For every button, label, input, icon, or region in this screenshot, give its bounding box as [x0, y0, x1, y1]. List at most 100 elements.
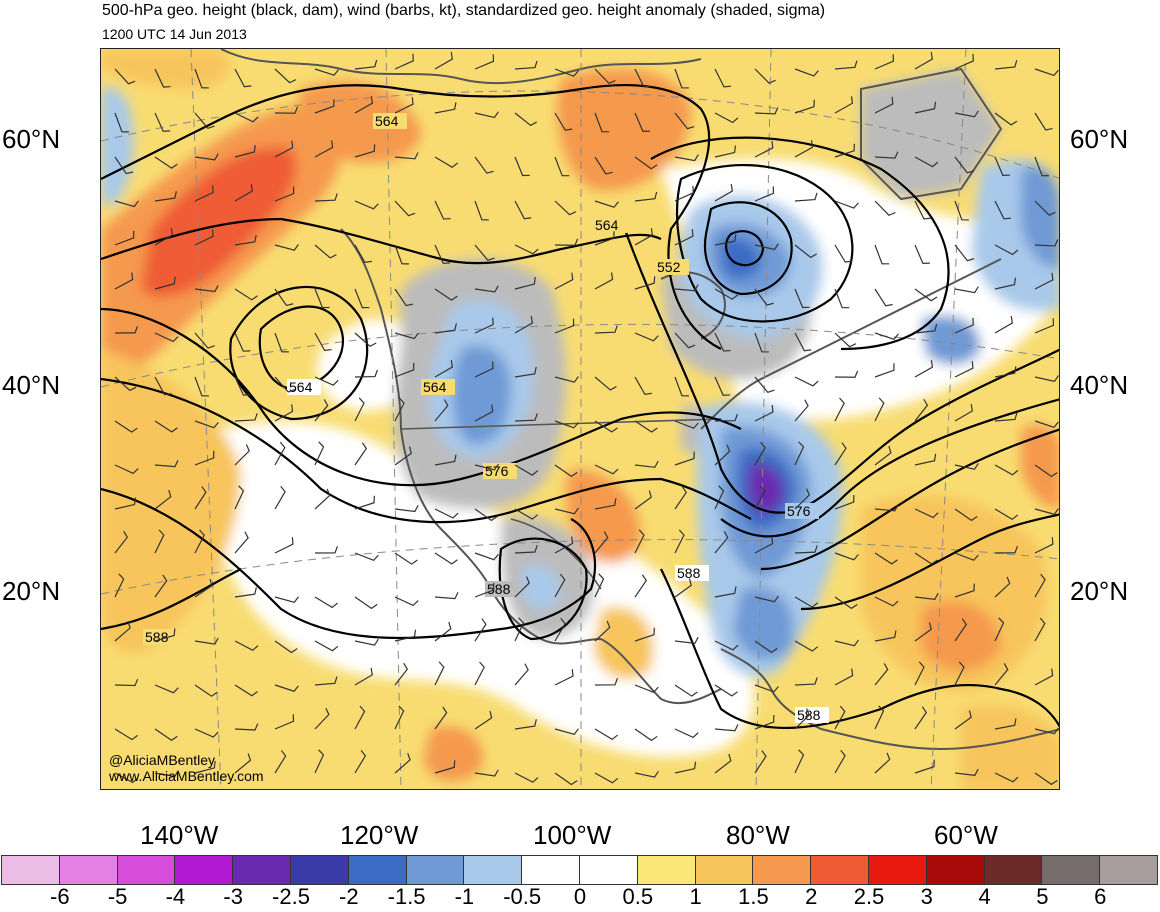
wind-barb [914, 552, 938, 565]
wind-barb [834, 332, 857, 348]
wind-barb [274, 485, 286, 510]
wind-barb [1034, 272, 1054, 290]
colorbar-tick-label: 4 [978, 884, 991, 909]
wind-barb [314, 193, 338, 202]
wind-barb [474, 404, 494, 422]
wind-barb [594, 68, 616, 85]
wind-barb [394, 753, 411, 774]
wind-barb [514, 545, 538, 554]
wind-barb [994, 277, 1017, 290]
wind-barb [994, 464, 1019, 476]
wind-barb [714, 485, 725, 510]
contour-label: 552 [657, 259, 681, 275]
wind-barb [1034, 573, 1046, 598]
wind-barb [714, 684, 738, 697]
wind-barb [674, 684, 698, 697]
wind-barb [274, 404, 294, 422]
lon-label-80w: 80°W [726, 820, 790, 850]
wind-barb [634, 420, 658, 433]
wind-barb [354, 332, 377, 347]
wind-barb [234, 234, 257, 246]
wind-barb [594, 498, 617, 510]
wind-barb [114, 272, 134, 290]
wind-barb [234, 684, 258, 697]
colorbar-cell [1041, 855, 1101, 885]
wind-barb [554, 272, 574, 290]
wind-barb [234, 413, 258, 422]
colorbar-tick-label: 2 [805, 884, 818, 909]
wind-barb [954, 403, 973, 422]
wind-barb [1034, 668, 1054, 686]
wind-barb [394, 397, 405, 422]
wind-barb [354, 705, 366, 730]
wind-barb [714, 586, 737, 598]
wind-barb [194, 112, 215, 129]
wind-barb [674, 761, 697, 774]
colorbar-cell [232, 855, 291, 885]
wind-barb [1034, 156, 1050, 177]
wind-barb [154, 376, 172, 396]
wind-barb [314, 488, 331, 510]
wind-barb [834, 200, 859, 209]
wind-barb [674, 376, 689, 397]
wind-barb [594, 531, 609, 554]
wind-barb [514, 366, 537, 378]
wind-barb [354, 144, 376, 158]
wind-barb [834, 442, 847, 466]
wind-barb [274, 376, 296, 393]
wind-barb [394, 629, 417, 642]
wind-barb [354, 59, 378, 70]
wind-barb [754, 536, 774, 554]
wind-barb [274, 288, 294, 307]
wind-barb [634, 684, 659, 693]
wind-barb [394, 288, 414, 307]
colorbar-tick-label: 3 [920, 884, 933, 909]
wind-barb [594, 156, 613, 175]
wind-barb [834, 552, 859, 561]
colorbar-cell [58, 855, 118, 885]
wind-barb [834, 705, 846, 730]
wind-barb [1034, 727, 1059, 735]
colorbar-tick-label: -2 [339, 884, 359, 909]
wind-barb [874, 752, 891, 774]
contour-label: 564 [595, 217, 619, 233]
wind-barb [1034, 464, 1058, 478]
wind-barb [674, 154, 699, 162]
wind-barb [874, 332, 899, 340]
wind-barb [914, 398, 929, 422]
wind-barb [474, 200, 489, 221]
wind-barb [354, 96, 374, 114]
wind-barb [594, 272, 614, 290]
wind-barb [274, 750, 287, 774]
wind-barb [874, 445, 892, 466]
wind-barb [354, 667, 373, 686]
wind-barb [154, 489, 172, 510]
wind-barb [594, 464, 619, 475]
wind-barb [314, 546, 339, 554]
wind-barb [194, 637, 219, 645]
wind-barb [234, 184, 253, 202]
wind-barb [234, 753, 252, 774]
wind-barb [714, 413, 738, 422]
wind-barb [554, 376, 579, 383]
wind-barb [394, 53, 414, 70]
wind-barb [434, 592, 459, 600]
wind-barb [674, 112, 695, 130]
contour-label: 564 [423, 379, 447, 395]
wind-barb [234, 444, 250, 466]
colorbar-cell [463, 855, 523, 885]
wind-barb [354, 288, 370, 309]
wind-barb [194, 486, 207, 510]
wind-barb [754, 714, 775, 730]
wind-barb [914, 453, 937, 466]
wind-barb [634, 276, 656, 290]
contour-label: 576 [787, 503, 811, 519]
wind-barb [954, 200, 969, 221]
wind-barb [954, 463, 979, 470]
wind-barb [594, 112, 610, 133]
wind-barb [594, 325, 618, 334]
wind-barb [674, 451, 695, 466]
wind-barb [434, 508, 459, 519]
wind-barb [354, 442, 368, 466]
wind-barb [674, 229, 694, 246]
